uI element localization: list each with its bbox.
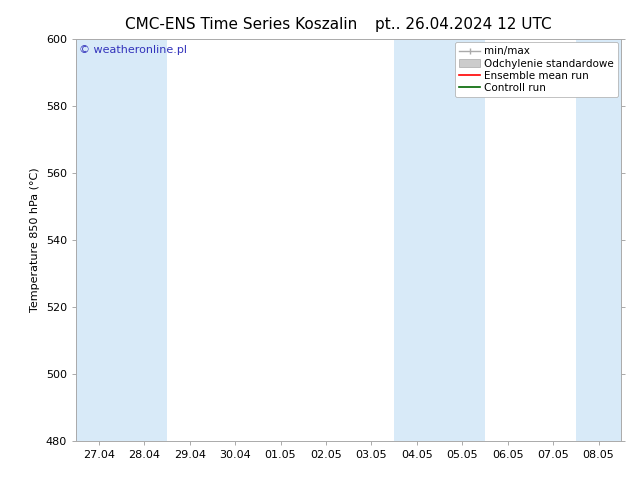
Text: © weatheronline.pl: © weatheronline.pl <box>79 45 187 55</box>
Bar <box>394 39 439 441</box>
Y-axis label: Temperature 850 hPa (°C): Temperature 850 hPa (°C) <box>30 168 40 313</box>
Bar <box>576 39 621 441</box>
Bar <box>76 39 122 441</box>
Bar <box>122 39 167 441</box>
Text: pt.. 26.04.2024 12 UTC: pt.. 26.04.2024 12 UTC <box>375 17 551 32</box>
Bar <box>439 39 485 441</box>
Legend: min/max, Odchylenie standardowe, Ensemble mean run, Controll run: min/max, Odchylenie standardowe, Ensembl… <box>455 42 618 97</box>
Text: CMC-ENS Time Series Koszalin: CMC-ENS Time Series Koszalin <box>125 17 357 32</box>
